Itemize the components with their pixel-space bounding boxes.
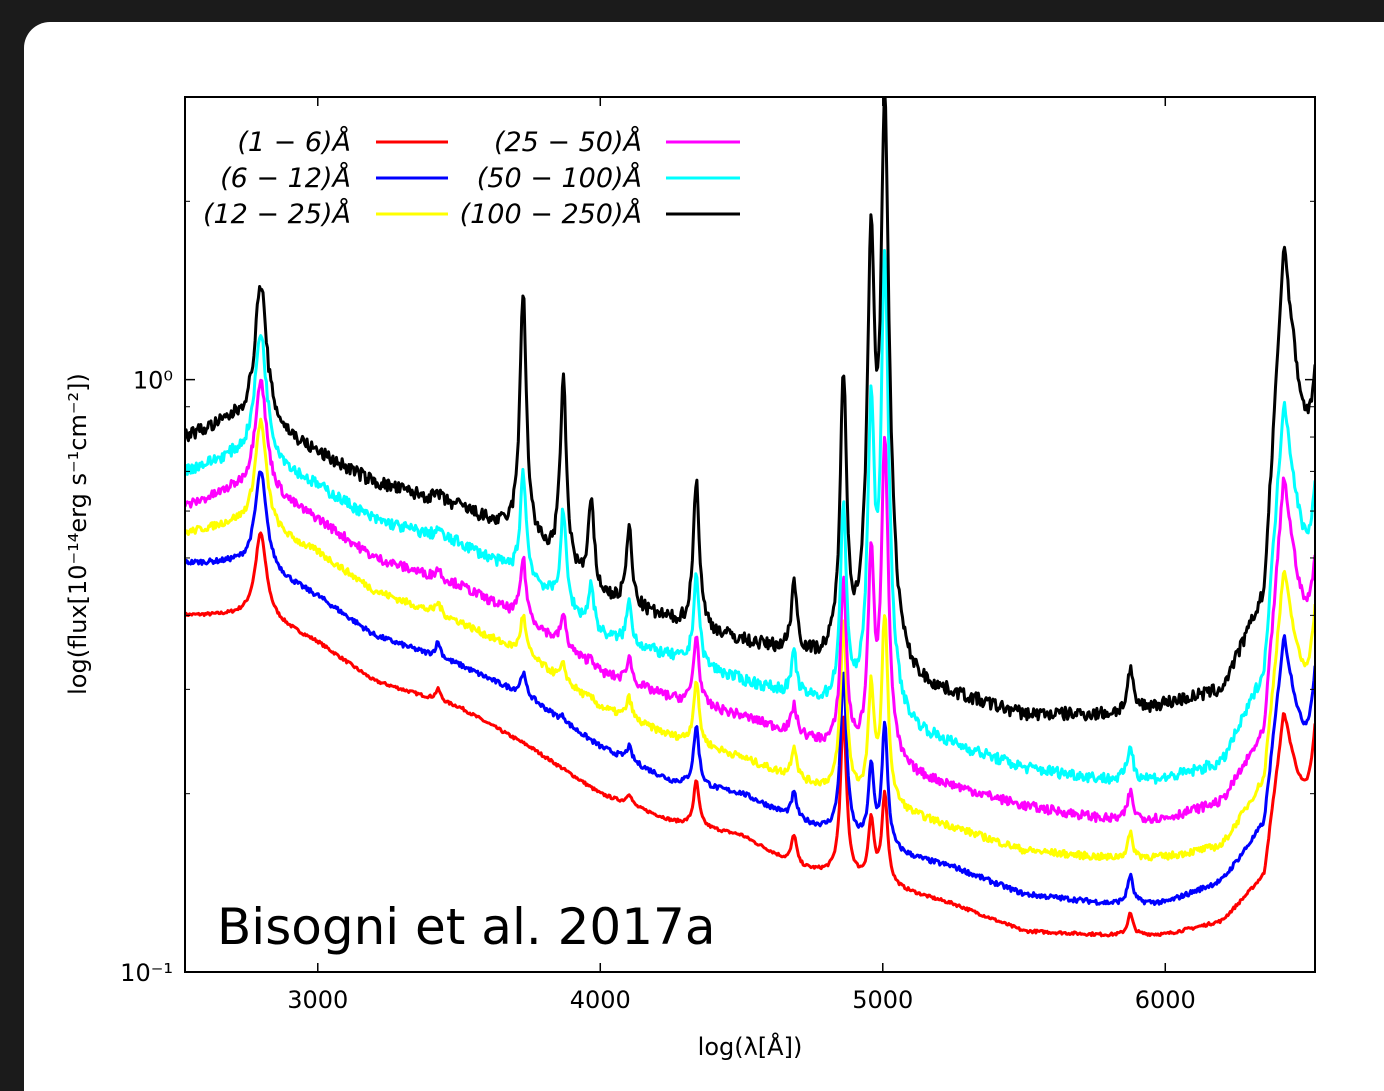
figure-card: 3000 4000 5000 6000 10⁻¹ 10⁰ (1 − 6)Å (6 − 12)… [24,22,1384,1091]
x-axis-label: log(λ[Å]) [698,1032,803,1061]
plot-frame [184,96,1316,973]
legend-label-1: (1 − 6)Å [237,126,351,158]
x-tick-label-3: 5000 [852,986,913,1014]
legend-label-2: (6 − 12)Å [220,162,351,194]
legend-label-3: (12 − 25)Å [203,198,351,230]
legend-label-4: (25 − 50)Å [494,126,642,158]
series-line-2 [185,470,1315,906]
x-tick-label-2: 4000 [570,986,631,1014]
series-line-5 [185,249,1315,785]
annotation-credit: Bisogni et al. 2017a [217,898,716,956]
x-tick-label-4: 6000 [1135,986,1196,1014]
legend-label-6: (100 − 250)Å [460,198,642,230]
series-line-4 [185,378,1315,824]
series-line-1 [185,531,1315,938]
series-line-6 [185,97,1315,722]
legend: (1 − 6)Å (6 − 12)Å (12 − 25)Å (25 − 50)Å (50… [203,126,740,230]
y-axis-label: log(flux[10⁻¹⁴erg s⁻¹cm⁻²]) [64,373,92,695]
y-tick-label-2: 10⁰ [133,367,173,395]
x-tick-label-1: 3000 [287,986,348,1014]
y-tick-label-1: 10⁻¹ [120,959,173,987]
legend-label-5: (50 − 100)Å [477,162,642,194]
series-line-3 [185,417,1315,862]
spectrum-chart: 3000 4000 5000 6000 10⁻¹ 10⁰ (1 − 6)Å (6 − 12)… [64,96,1316,1061]
